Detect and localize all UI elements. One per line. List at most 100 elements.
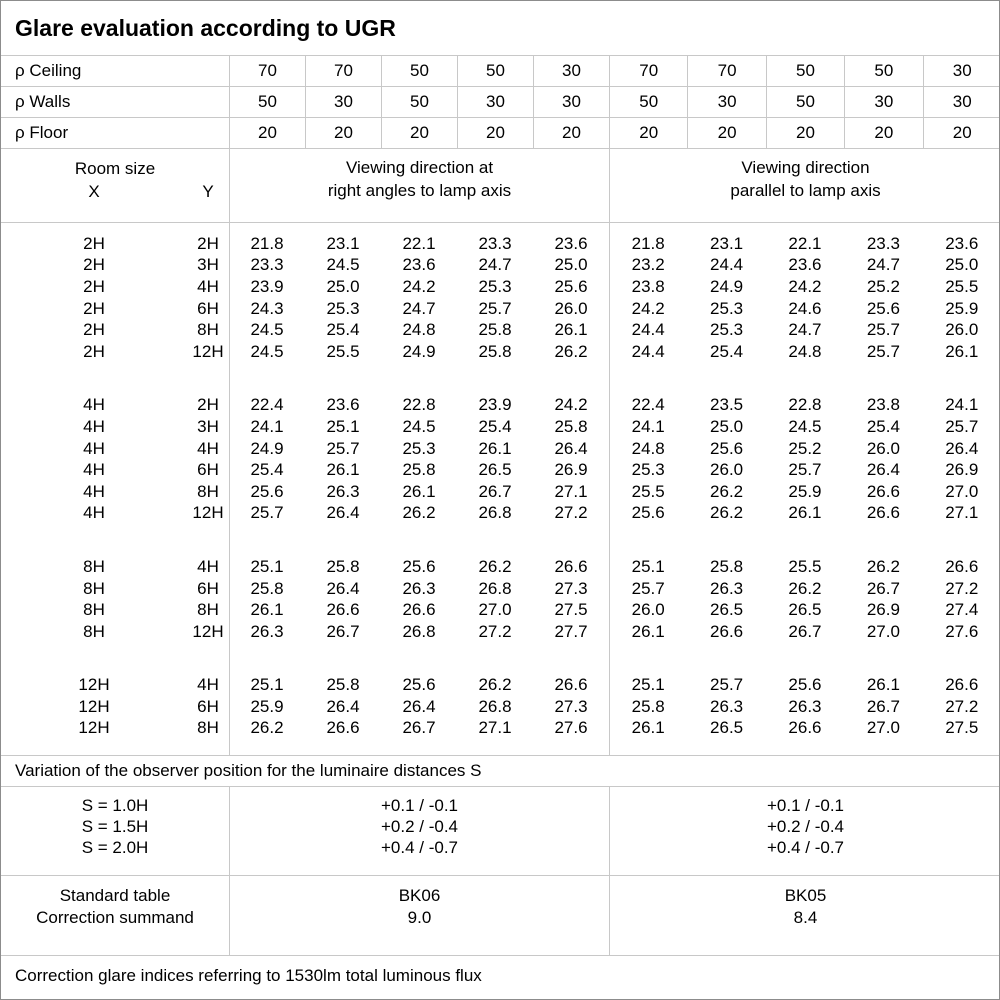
reflectance-value: 20: [922, 118, 999, 148]
ugr-value-right-angles: 25.8: [554, 416, 588, 436]
room-size-y: 2H: [197, 395, 219, 415]
ugr-value-parallel: 23.1: [710, 233, 744, 253]
room-size-y: 8H: [197, 600, 219, 620]
ugr-row: 8H 8H 26.1 26.6 26.6 27.0 27.5 26.0 26.5…: [1, 599, 999, 621]
ugr-value-parallel: 25.7: [631, 578, 665, 598]
ugr-value-right-angles: 26.9: [554, 460, 588, 480]
reflectance-value: 20: [381, 118, 457, 148]
ugr-value-right-angles: 24.1: [250, 416, 284, 436]
ugr-value-parallel: 23.3: [866, 233, 900, 253]
ugr-value-parallel: 24.4: [710, 255, 744, 275]
ugr-value-parallel: 25.5: [788, 556, 822, 576]
ugr-row: 4H 2H 22.4 23.6 22.8 23.9 24.2 22.4 23.5…: [1, 395, 999, 417]
ugr-value-right-angles: 25.4: [250, 460, 284, 480]
room-size-x: 8H: [83, 621, 105, 641]
summary-labels: Standard table Correction summand: [1, 876, 229, 955]
room-size-y: 12H: [192, 621, 224, 641]
reflectance-section: ρ Ceiling 70 70 50 50 30 70 70 50 50 30 …: [1, 56, 999, 149]
ugr-value-parallel: 26.0: [945, 320, 979, 340]
ugr-value-parallel: 24.7: [866, 255, 900, 275]
reflectance-value: 50: [609, 87, 687, 117]
room-size-x: 4H: [83, 481, 105, 501]
column-divider: [229, 223, 230, 755]
ugr-value-right-angles: 26.0: [554, 298, 588, 318]
ugr-value-right-angles: 22.8: [402, 395, 436, 415]
ugr-value-right-angles: 26.4: [326, 578, 360, 598]
reflectance-value: 50: [229, 87, 305, 117]
room-size-x: 12H: [78, 675, 110, 695]
standard-table-value: BK06: [398, 886, 441, 905]
room-size-y: 6H: [197, 298, 219, 318]
ugr-row: 4H 12H 25.7 26.4 26.2 26.8 27.2 25.6 26.…: [1, 503, 999, 525]
room-size-x: 8H: [83, 600, 105, 620]
ugr-value-right-angles: 24.7: [402, 298, 436, 318]
ugr-value-right-angles: 24.9: [250, 438, 284, 458]
ugr-value-right-angles: 26.8: [402, 621, 436, 641]
ugr-value-right-angles: 26.7: [326, 621, 360, 641]
ugr-value-parallel: 26.1: [945, 341, 979, 361]
ugr-value-parallel: 26.2: [710, 503, 744, 523]
room-size-x: 2H: [83, 341, 105, 361]
room-size-x: 4H: [83, 395, 105, 415]
ugr-value-parallel: 25.7: [866, 320, 900, 340]
ugr-value-parallel: 25.6: [631, 503, 665, 523]
ugr-value-parallel: 26.6: [945, 675, 979, 695]
ugr-value-right-angles: 25.8: [326, 675, 360, 695]
reflectance-value: 50: [381, 87, 457, 117]
ugr-value-right-angles: 26.8: [478, 578, 512, 598]
ugr-value-right-angles: 24.9: [402, 341, 436, 361]
s-label: S = 2.0H: [81, 838, 149, 857]
standard-table-value: BK05: [784, 886, 827, 905]
ugr-value-parallel: 26.3: [788, 696, 822, 716]
reflectance-value: 50: [844, 56, 922, 86]
ugr-value-parallel: 26.7: [866, 696, 900, 716]
ugr-value-parallel: 22.1: [788, 233, 822, 253]
ugr-value-right-angles: 26.4: [326, 503, 360, 523]
variation-parallel-values: +0.1 / -0.1 +0.2 / -0.4 +0.4 / -0.7: [609, 787, 999, 875]
right-angles-section-header: Viewing direction at right angles to lam…: [229, 149, 609, 222]
correction-summand-value: 9.0: [407, 908, 432, 927]
room-size-x: 2H: [83, 233, 105, 253]
variation-caption: Variation of the observer position for t…: [1, 756, 999, 787]
ugr-value-right-angles: 25.1: [326, 416, 360, 436]
section-divider: [609, 223, 610, 755]
ugr-value-parallel: 23.6: [945, 233, 979, 253]
ugr-value-right-angles: 26.6: [402, 600, 436, 620]
ugr-value-parallel: 26.4: [945, 438, 979, 458]
ugr-value-right-angles: 26.4: [554, 438, 588, 458]
room-size-y: 6H: [197, 696, 219, 716]
ugr-value-right-angles: 25.6: [250, 481, 284, 501]
reflectance-value: 20: [609, 118, 687, 148]
ugr-values-area: 2H 2H 21.8 23.1 22.1 23.3 23.6 21.8 23.1…: [1, 223, 999, 756]
ugr-value-right-angles: 25.8: [478, 320, 512, 340]
ugr-value-right-angles: 24.5: [402, 416, 436, 436]
ugr-value-parallel: 25.5: [945, 276, 979, 296]
ugr-value-right-angles: 25.4: [326, 320, 360, 340]
ugr-block-12h: 12H 4H 25.1 25.8 25.6 26.2 26.6 25.1 25.…: [1, 675, 999, 740]
ugr-value-right-angles: 23.3: [478, 233, 512, 253]
ugr-value-parallel: 25.6: [710, 438, 744, 458]
ugr-value-right-angles: 24.5: [250, 320, 284, 340]
ugr-value-parallel: 24.2: [631, 298, 665, 318]
ugr-value-parallel: 27.5: [945, 718, 979, 738]
ugr-value-parallel: 24.4: [631, 341, 665, 361]
ugr-value-parallel: 25.6: [788, 675, 822, 695]
ugr-value-right-angles: 26.1: [554, 320, 588, 340]
reflectance-value: 20: [765, 118, 844, 148]
ugr-value-right-angles: 26.1: [326, 460, 360, 480]
summary-right-angles: BK06 9.0: [229, 876, 609, 955]
s-label: S = 1.5H: [81, 817, 149, 836]
reflectance-value: 30: [457, 87, 533, 117]
ugr-value-parallel: 27.1: [945, 503, 979, 523]
ugr-row: 8H 4H 25.1 25.8 25.6 26.2 26.6 25.1 25.8…: [1, 556, 999, 578]
ugr-value-parallel: 26.7: [866, 578, 900, 598]
reflectance-value: 30: [687, 87, 765, 117]
room-size-x: 2H: [83, 320, 105, 340]
reflectance-value: 70: [609, 56, 687, 86]
ugr-value-parallel: 25.1: [631, 556, 665, 576]
ugr-row: 2H 8H 24.5 25.4 24.8 25.8 26.1 24.4 25.3…: [1, 319, 999, 341]
ugr-value-parallel: 25.3: [631, 460, 665, 480]
ugr-value-right-angles: 25.5: [326, 341, 360, 361]
reflectance-row: ρ Ceiling 70 70 50 50 30 70 70 50 50 30: [1, 56, 999, 87]
reflectance-value: 30: [922, 56, 999, 86]
